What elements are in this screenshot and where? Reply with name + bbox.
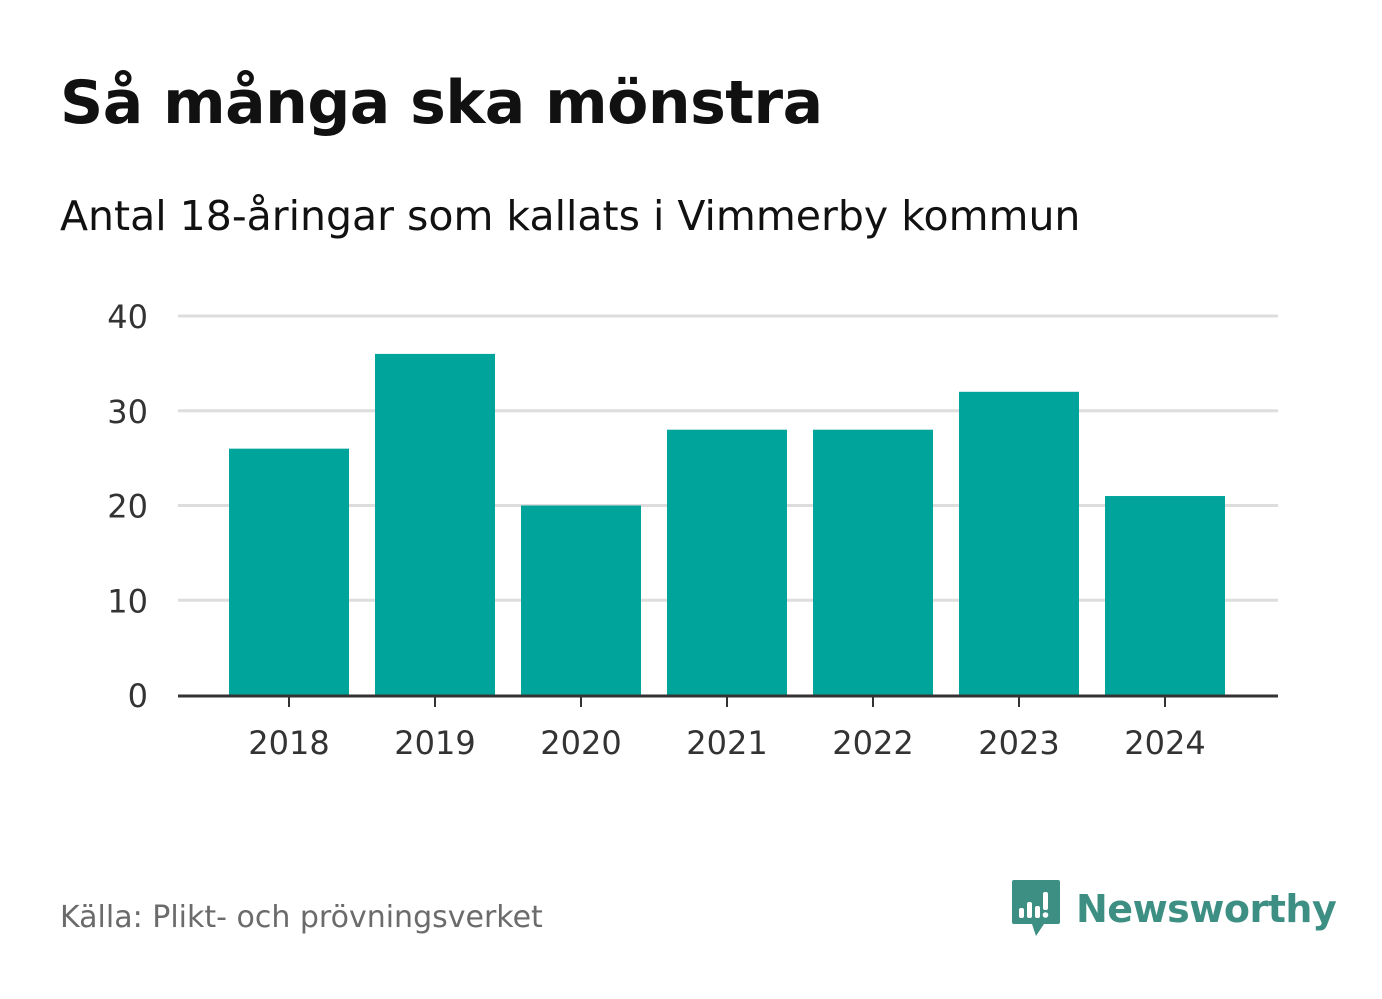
- y-tick-label-10: 10: [107, 582, 148, 620]
- y-tick-label-20: 20: [107, 488, 148, 526]
- bars: [229, 353, 1225, 695]
- y-tick-labels: 0 10 20 30 40: [107, 298, 148, 715]
- x-tick-labels: 2018 2019 2020 2021 2022 2023 2024: [248, 724, 1205, 762]
- bar-2024: [1105, 496, 1225, 695]
- bar-2021: [667, 429, 787, 695]
- x-tick-label-2020: 2020: [540, 724, 621, 762]
- bar-2020: [521, 505, 641, 695]
- x-tick-label-2019: 2019: [394, 724, 475, 762]
- chart-subtitle: Antal 18-åringar som kallats i Vimmerby …: [60, 192, 1081, 240]
- bar-2019: [375, 353, 495, 695]
- source-note: Källa: Plikt- och prövningsverket: [60, 900, 543, 935]
- brand-name: Newsworthy: [1076, 887, 1337, 931]
- x-tick-label-2018: 2018: [248, 724, 329, 762]
- newsworthy-logo: Newsworthy: [1010, 878, 1337, 940]
- y-tick-label-40: 40: [107, 298, 148, 336]
- x-tick-label-2023: 2023: [978, 724, 1059, 762]
- chart-title: Så många ska mönstra: [60, 68, 823, 138]
- bar-2018: [229, 448, 349, 695]
- x-axis: [178, 694, 1278, 707]
- x-tick-label-2021: 2021: [686, 724, 767, 762]
- y-tick-label-30: 30: [107, 393, 148, 431]
- x-tick-label-2024: 2024: [1124, 724, 1205, 762]
- bar-2023: [959, 391, 1079, 695]
- y-tick-label-0: 0: [128, 677, 148, 715]
- x-tick-label-2022: 2022: [832, 724, 913, 762]
- bar-2022: [813, 429, 933, 695]
- bar-chart-speech-bubble-icon: [1012, 880, 1060, 936]
